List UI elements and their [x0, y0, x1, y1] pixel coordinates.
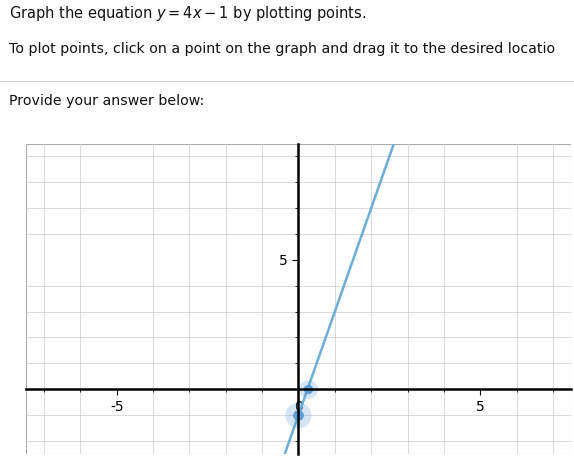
Text: Provide your answer below:: Provide your answer below: [9, 94, 204, 108]
Text: Graph the equation $y = 4x - 1$ by plotting points.: Graph the equation $y = 4x - 1$ by plott… [9, 4, 366, 23]
Point [303, 385, 312, 393]
Text: To plot points, click on a point on the graph and drag it to the desired locatio: To plot points, click on a point on the … [9, 42, 554, 56]
Point [303, 385, 312, 393]
Point [294, 411, 303, 419]
Point [294, 411, 303, 419]
